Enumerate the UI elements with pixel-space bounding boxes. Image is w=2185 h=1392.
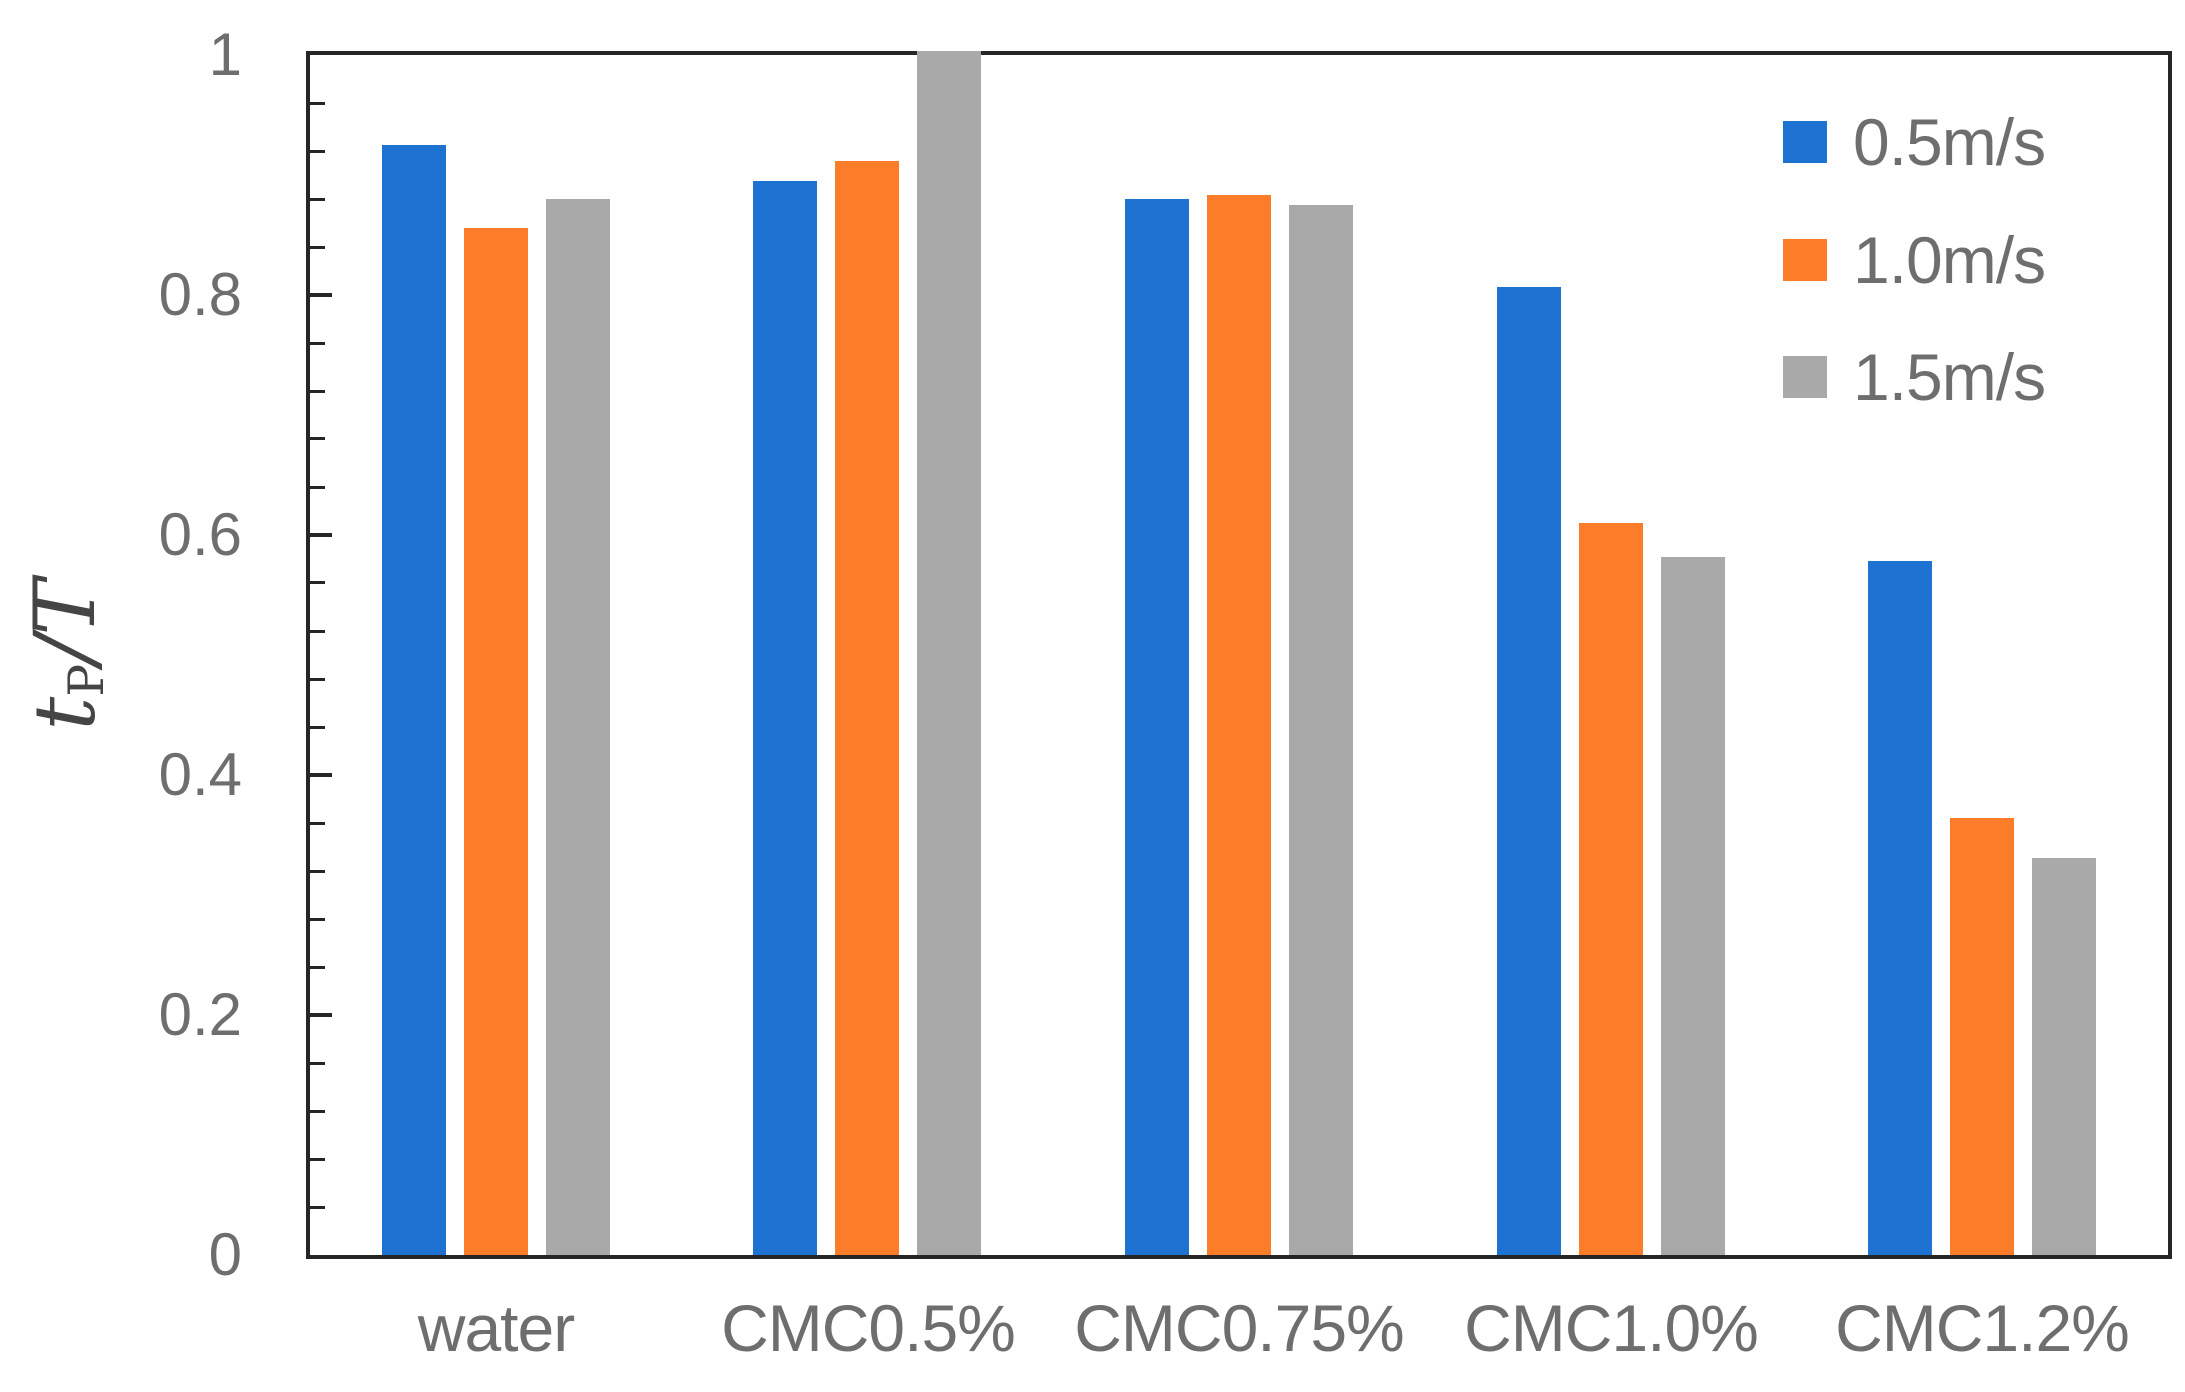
y-minor-tick (310, 437, 325, 440)
y-minor-tick (310, 1158, 325, 1161)
bar-CMC1.0%-1.0m/s (1579, 523, 1643, 1255)
legend-swatch-1.5ms (1783, 356, 1827, 398)
y-minor-tick (310, 246, 325, 249)
legend-label-0.5ms: 0.5m/s (1853, 105, 2046, 179)
y-minor-tick (310, 1062, 325, 1065)
y-minor-tick (310, 678, 325, 681)
bar-water-0.5m/s (382, 145, 446, 1255)
bar-water-1.5m/s (546, 199, 610, 1255)
legend-item-1.5ms: 1.5m/s (1783, 338, 2046, 416)
bar-CMC1.2%-0.5m/s (1868, 561, 1932, 1255)
legend-swatch-1.0ms (1783, 239, 1827, 281)
y-minor-tick (310, 150, 325, 153)
y-minor-tick (310, 630, 325, 633)
x-tick-label-CMC0.75%: CMC0.75% (1074, 1291, 1404, 1365)
y-axis-title: tP/T (13, 350, 117, 960)
bar-CMC1.0%-1.5m/s (1661, 557, 1725, 1255)
x-tick-label-water: water (417, 1291, 575, 1365)
y-major-tick-0.4 (310, 773, 332, 777)
y-axis-title-variable: t (16, 696, 114, 731)
y-tick-label-0.8: 0.8 (158, 261, 242, 328)
bar-CMC1.2%-1.5m/s (2032, 858, 2096, 1255)
bar-CMC0.75%-1.0m/s (1207, 195, 1271, 1255)
x-tick-label-CMC0.5%: CMC0.5% (721, 1291, 1016, 1365)
y-minor-tick (310, 1206, 325, 1209)
bar-CMC1.0%-0.5m/s (1497, 287, 1561, 1255)
y-minor-tick (310, 966, 325, 969)
legend-label-1.0ms: 1.0m/s (1853, 223, 2046, 297)
y-minor-tick (310, 486, 325, 489)
y-minor-tick (310, 581, 325, 584)
plot-area (306, 51, 2172, 1259)
y-tick-label-1: 1 (208, 21, 242, 88)
bar-CMC0.5%-0.5m/s (753, 181, 817, 1255)
bar-CMC1.2%-1.0m/s (1950, 818, 2014, 1255)
y-tick-label-0: 0 (208, 1221, 242, 1288)
bar-CMC0.5%-1.0m/s (835, 161, 899, 1255)
y-minor-tick (310, 198, 325, 201)
bar-CMC0.5%-1.5m/s (917, 51, 981, 1255)
y-minor-tick (310, 918, 325, 921)
y-minor-tick (310, 822, 325, 825)
legend-label-1.5ms: 1.5m/s (1853, 340, 2046, 414)
y-major-tick-0.6 (310, 533, 332, 537)
x-tick-label-CMC1.0%: CMC1.0% (1464, 1291, 1759, 1365)
y-axis-title-denominator: /T (16, 579, 114, 664)
y-minor-tick (310, 390, 325, 393)
y-minor-tick (310, 342, 325, 345)
y-minor-tick (310, 102, 325, 105)
y-minor-tick (310, 1110, 325, 1113)
y-minor-tick (310, 870, 325, 873)
y-major-tick-0.8 (310, 293, 332, 297)
legend-swatch-0.5ms (1783, 121, 1827, 163)
y-major-tick-0.2 (310, 1013, 332, 1017)
y-tick-label-0.4: 0.4 (158, 741, 242, 808)
y-tick-label-0.6: 0.6 (158, 501, 242, 568)
y-minor-tick (310, 726, 325, 729)
y-tick-label-0.2: 0.2 (158, 981, 242, 1048)
bar-CMC0.75%-1.5m/s (1289, 205, 1353, 1255)
legend-item-0.5ms: 0.5m/s (1783, 103, 2046, 181)
bar-water-1.0m/s (464, 228, 528, 1255)
legend-item-1.0ms: 1.0m/s (1783, 221, 2046, 299)
bar-CMC0.75%-0.5m/s (1125, 199, 1189, 1255)
x-tick-label-CMC1.2%: CMC1.2% (1835, 1291, 2130, 1365)
y-axis-title-subscript: P (58, 663, 115, 697)
